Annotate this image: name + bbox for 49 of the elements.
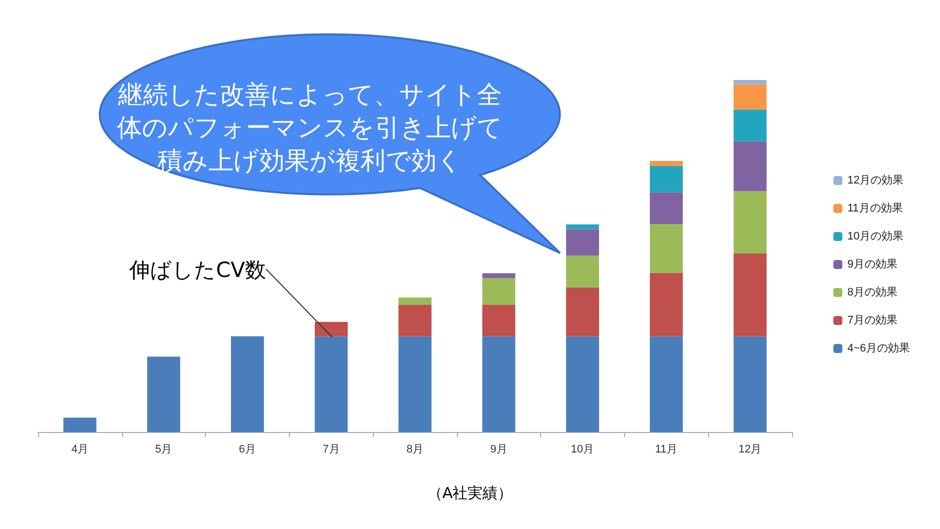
bar bbox=[566, 256, 600, 288]
legend-label: 9月の効果 bbox=[847, 258, 898, 270]
x-tick-label: 7月 bbox=[322, 444, 340, 456]
bar bbox=[482, 278, 516, 305]
x-tick-label: 5月 bbox=[155, 444, 172, 456]
x-tick-label: 4月 bbox=[71, 444, 88, 456]
bar bbox=[482, 336, 516, 432]
bar bbox=[482, 273, 516, 278]
legend-label: 11月の効果 bbox=[847, 202, 903, 214]
bar bbox=[734, 141, 767, 192]
annotation: 伸ばしたCV数 bbox=[128, 257, 266, 284]
bar bbox=[734, 84, 767, 110]
bar bbox=[734, 254, 767, 336]
bar bbox=[650, 192, 683, 224]
bar bbox=[650, 166, 683, 192]
bar bbox=[63, 418, 96, 432]
bar bbox=[734, 336, 767, 432]
bar bbox=[230, 336, 264, 432]
bar bbox=[650, 272, 683, 336]
bar bbox=[566, 287, 600, 336]
legend-label: 8月の効果 bbox=[847, 286, 898, 298]
bar bbox=[147, 356, 180, 432]
annotation: 継続した改善によって、サイト全体のパフォーマンスを引き上げて積み上げ効果が複利で効く bbox=[116, 79, 504, 177]
x-tick-label: 8月 bbox=[406, 444, 424, 456]
legend-label: 4~6月の効果 bbox=[847, 342, 910, 354]
bar bbox=[734, 191, 767, 254]
x-tick-label: 9月 bbox=[490, 444, 508, 456]
bar bbox=[566, 224, 600, 230]
legend-label: 10月の効果 bbox=[847, 230, 904, 242]
bar bbox=[734, 110, 767, 142]
bar bbox=[734, 80, 767, 84]
bar bbox=[314, 336, 348, 432]
bar bbox=[398, 298, 432, 305]
bar bbox=[650, 336, 683, 432]
x-tick-label: 11月 bbox=[655, 444, 678, 456]
x-tick-label: 12月 bbox=[738, 444, 762, 456]
bar bbox=[398, 304, 432, 336]
bar bbox=[314, 322, 348, 336]
bar bbox=[566, 336, 600, 432]
bar bbox=[566, 229, 600, 256]
legend-label: 12月の効果 bbox=[847, 174, 904, 186]
x-tick-label: 6月 bbox=[238, 444, 256, 456]
x-tick-label: 10月 bbox=[570, 444, 594, 456]
bar bbox=[650, 160, 683, 166]
bar bbox=[650, 224, 683, 273]
bar bbox=[482, 304, 516, 336]
text: （A社実績） bbox=[426, 484, 514, 503]
bar bbox=[398, 336, 432, 432]
legend-label: 7月の効果 bbox=[847, 314, 898, 326]
